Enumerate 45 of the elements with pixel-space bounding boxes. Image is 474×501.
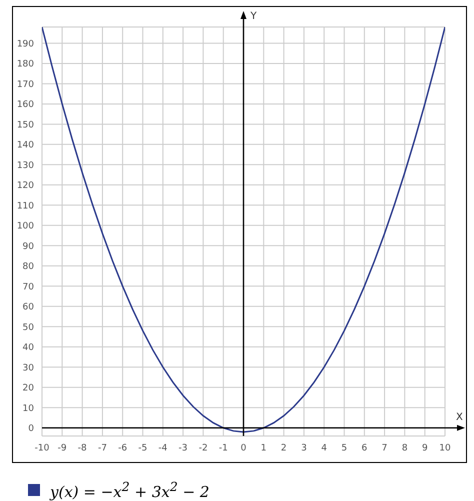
y-tick-label: 190 xyxy=(16,39,34,50)
y-tick-label: 70 xyxy=(22,282,34,292)
y-axis-title: Y xyxy=(250,11,258,22)
y-tick-label: 120 xyxy=(16,181,34,192)
y-tick-label: 20 xyxy=(22,384,34,394)
x-tick-label: 5 xyxy=(341,443,348,454)
x-tick-label: 8 xyxy=(402,443,408,454)
y-tick-label: 100 xyxy=(16,222,34,232)
x-tick-label: -5 xyxy=(138,443,148,454)
y-tick-label: 170 xyxy=(16,80,34,90)
x-tick-label: -8 xyxy=(78,443,88,454)
y-tick-label: 160 xyxy=(16,100,34,110)
x-tick-label: 0 xyxy=(240,443,247,454)
y-tick-label: 60 xyxy=(22,302,34,313)
y-tick-label: 140 xyxy=(16,140,34,151)
x-tick-label: -3 xyxy=(178,443,188,454)
y-tick-label: 150 xyxy=(16,120,34,130)
legend-label: y(x) = −x$^{2}$ + 3x$^{2}$ − 2 xyxy=(50,479,210,501)
y-tick-label: 50 xyxy=(22,322,34,333)
y-tick-label: 0 xyxy=(28,424,34,434)
y-tick-label: 110 xyxy=(16,201,34,212)
x-tick-label: -2 xyxy=(198,443,208,454)
x-tick-label: -10 xyxy=(34,443,50,454)
x-tick-label: 7 xyxy=(382,443,388,454)
x-tick-label: -4 xyxy=(158,443,168,454)
x-tick-label: 1 xyxy=(260,443,267,454)
y-tick-label: 130 xyxy=(16,160,34,171)
y-tick-label: 10 xyxy=(22,404,34,414)
line-series xyxy=(42,27,445,433)
x-tick-label: 9 xyxy=(422,443,428,454)
x-tick-label: -6 xyxy=(118,443,128,454)
x-tick-label: -1 xyxy=(218,443,228,454)
x-tick-label: 3 xyxy=(301,443,307,454)
y-tick-label: 30 xyxy=(22,363,34,374)
y-tick-label: 40 xyxy=(22,343,34,354)
y-tick-label: 80 xyxy=(22,262,34,272)
x-tick-label: 6 xyxy=(362,443,368,454)
x-tick-label: 4 xyxy=(321,443,328,454)
x-tick-label: 2 xyxy=(280,443,287,454)
y-tick-label: 180 xyxy=(16,60,34,70)
x-tick-label: -7 xyxy=(98,443,107,454)
x-axis-title: X xyxy=(456,412,463,423)
x-tick-label: 10 xyxy=(439,443,451,454)
x-tick-label: -9 xyxy=(58,443,67,454)
y-tick-label: 90 xyxy=(22,242,34,252)
